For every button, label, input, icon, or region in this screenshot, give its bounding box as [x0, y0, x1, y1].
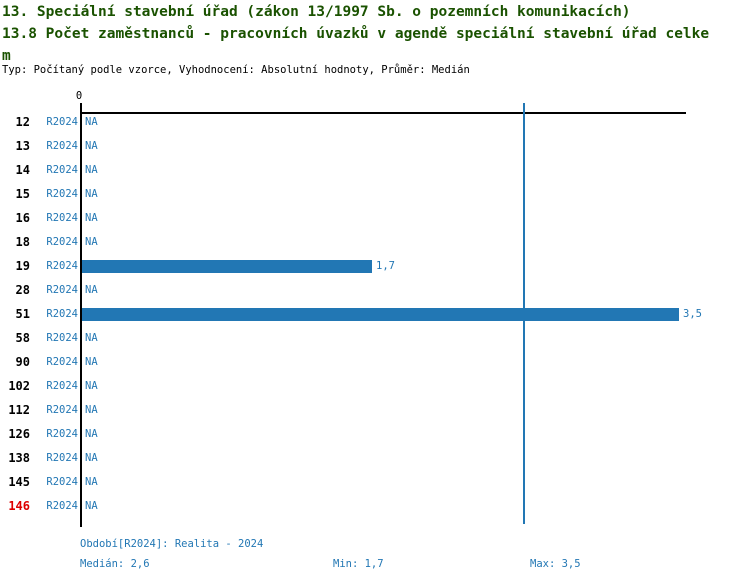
row-category-label: 112	[8, 403, 30, 417]
row-category-label: 18	[15, 235, 30, 249]
row-category-label: 138	[8, 451, 30, 465]
row-period-label: R2024	[46, 164, 78, 176]
row-category-label: 28	[15, 283, 30, 297]
chart-rows: 12 R2024 NA 13 R2024 NA 14 R2024 NA 15 R2024 NA 16 R2…	[0, 111, 750, 519]
bar-value-label: 3,5	[683, 308, 702, 320]
row-period-label: R2024	[46, 452, 78, 464]
footer-median: Medián: 2,6	[80, 558, 150, 570]
table-row: 15 R2024 NA	[0, 183, 750, 207]
row-period-label: R2024	[46, 116, 78, 128]
row-period-label: R2024	[46, 284, 78, 296]
table-row: 138 R2024 NA	[0, 447, 750, 471]
row-period-label: R2024	[46, 140, 78, 152]
indicator-title: 13.8 Počet zaměstnanců - pracovních úvaz…	[2, 26, 710, 64]
row-period-label: R2024	[46, 356, 78, 368]
table-row: 13 R2024 NA	[0, 135, 750, 159]
row-category-label: 15	[15, 187, 30, 201]
row-category-label: 51	[15, 307, 30, 321]
page-title: 13. Speciální stavební úřad (zákon 13/19…	[2, 4, 631, 20]
row-period-label: R2024	[46, 428, 78, 440]
table-row: 112 R2024 NA	[0, 399, 750, 423]
row-na-value: NA	[85, 356, 98, 368]
value-bar	[82, 260, 372, 273]
table-row: 102 R2024 NA	[0, 375, 750, 399]
row-na-value: NA	[85, 140, 98, 152]
table-row: 19 R2024 1,7	[0, 255, 750, 279]
row-na-value: NA	[85, 404, 98, 416]
table-row: 145 R2024 NA	[0, 471, 750, 495]
axis-zero-tick-label: 0	[75, 90, 83, 102]
row-na-value: NA	[85, 284, 98, 296]
table-row: 16 R2024 NA	[0, 207, 750, 231]
row-category-label: 12	[15, 115, 30, 129]
row-category-label: 14	[15, 163, 30, 177]
row-na-value: NA	[85, 212, 98, 224]
footer-max: Max: 3,5	[530, 558, 581, 570]
row-period-label: R2024	[46, 476, 78, 488]
row-na-value: NA	[85, 164, 98, 176]
row-na-value: NA	[85, 188, 98, 200]
row-category-label: 90	[15, 355, 30, 369]
row-na-value: NA	[85, 332, 98, 344]
value-bar	[82, 308, 679, 321]
table-row: 12 R2024 NA	[0, 111, 750, 135]
table-row: 18 R2024 NA	[0, 231, 750, 255]
row-period-label: R2024	[46, 500, 78, 512]
row-category-label: 146	[8, 499, 30, 513]
bar-value-label: 1,7	[376, 260, 395, 272]
y-axis-line	[80, 103, 82, 527]
row-na-value: NA	[85, 116, 98, 128]
row-na-value: NA	[85, 452, 98, 464]
row-na-value: NA	[85, 500, 98, 512]
row-na-value: NA	[85, 476, 98, 488]
row-period-label: R2024	[46, 212, 78, 224]
table-row: 58 R2024 NA	[0, 327, 750, 351]
row-category-label: 126	[8, 427, 30, 441]
table-row: 28 R2024 NA	[0, 279, 750, 303]
table-row: 146 R2024 NA	[0, 495, 750, 519]
row-period-label: R2024	[46, 332, 78, 344]
row-period-label: R2024	[46, 260, 78, 272]
indicator-meta: Typ: Počítaný podle vzorce, Vyhodnocení:…	[2, 64, 470, 76]
row-category-label: 16	[15, 211, 30, 225]
row-period-label: R2024	[46, 404, 78, 416]
row-period-label: R2024	[46, 308, 78, 320]
row-na-value: NA	[85, 236, 98, 248]
row-category-label: 13	[15, 139, 30, 153]
x-axis-top-line	[80, 112, 686, 114]
table-row: 126 R2024 NA	[0, 423, 750, 447]
table-row: 90 R2024 NA	[0, 351, 750, 375]
row-category-label: 58	[15, 331, 30, 345]
row-period-label: R2024	[46, 188, 78, 200]
row-na-value: NA	[85, 380, 98, 392]
table-row: 51 R2024 3,5	[0, 303, 750, 327]
row-period-label: R2024	[46, 236, 78, 248]
row-category-label: 19	[15, 259, 30, 273]
row-category-label: 102	[8, 379, 30, 393]
row-period-label: R2024	[46, 380, 78, 392]
footer-min: Min: 1,7	[333, 558, 384, 570]
table-row: 14 R2024 NA	[0, 159, 750, 183]
footer-period: Období[R2024]: Realita - 2024	[80, 538, 264, 550]
row-category-label: 145	[8, 475, 30, 489]
row-na-value: NA	[85, 428, 98, 440]
